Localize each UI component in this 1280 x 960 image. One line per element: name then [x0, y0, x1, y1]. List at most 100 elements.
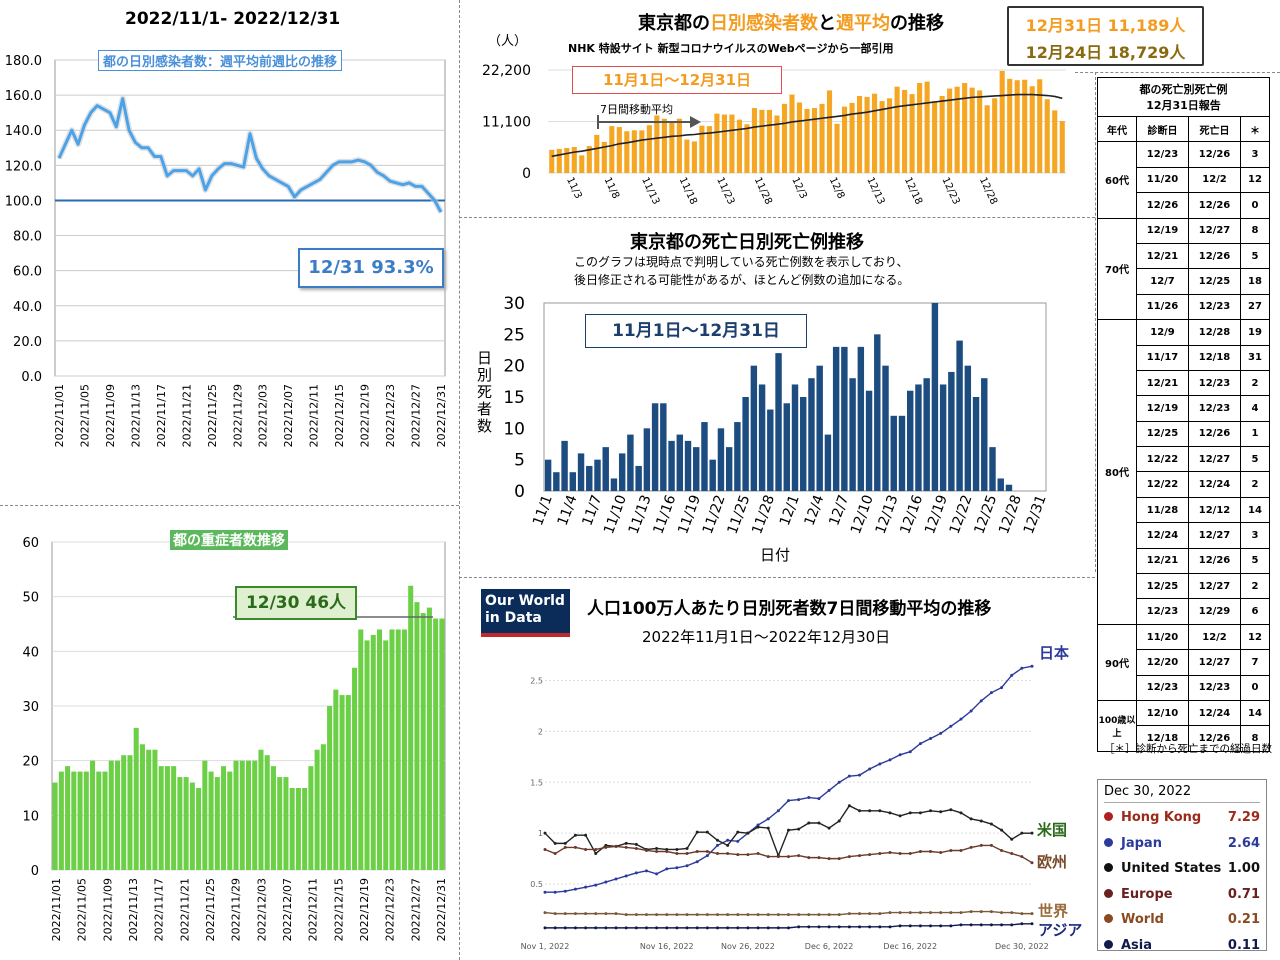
- severe-bar: [401, 629, 407, 870]
- table-row: 12/24 12/27 3: [1098, 522, 1270, 549]
- elapsed-days-cell: 12: [1240, 166, 1270, 194]
- infection-bar: [849, 102, 855, 173]
- table-header-cell: ＊: [1240, 115, 1270, 143]
- infection-bar: [631, 130, 637, 173]
- elapsed-days-cell: 8: [1240, 217, 1270, 244]
- death-date-cell: 12/23: [1188, 369, 1241, 397]
- severe-chart-title: 都の重症者数推移: [170, 530, 288, 550]
- line-shadow: [56, 95, 444, 214]
- series-point: [675, 847, 679, 851]
- y-tick-label: 20: [22, 755, 39, 770]
- series-point: [614, 844, 618, 848]
- infection-bar: [571, 147, 577, 173]
- x-tick-label: 2022/12/15: [333, 384, 346, 447]
- age-group-cell: 80代: [1097, 319, 1137, 625]
- x-tick-label: Dec 30, 2022: [995, 942, 1049, 951]
- title-part-3: と: [818, 13, 836, 34]
- x-tick-label: 2022/11/25: [206, 384, 219, 447]
- death-date-cell: 12/27: [1188, 522, 1241, 549]
- table-row: 12/7 12/25 18: [1098, 268, 1270, 295]
- series-point: [989, 843, 993, 847]
- severe-bar: [370, 634, 376, 870]
- death-bar: [824, 434, 832, 491]
- series-point: [888, 851, 892, 855]
- series-point: [695, 913, 699, 917]
- infection-bar: [969, 87, 975, 173]
- death-bar: [693, 447, 700, 491]
- legend-dot-icon: [1104, 837, 1113, 847]
- infection-bar: [834, 123, 840, 173]
- x-tick-label: 12/31: [1021, 493, 1050, 536]
- diagnosis-date-cell: 12/25: [1136, 573, 1189, 600]
- series-point: [634, 842, 638, 846]
- y-tick-label: 30: [503, 294, 525, 314]
- diagnosis-date-cell: 12/22: [1136, 446, 1189, 473]
- x-tick-label: 11/1: [530, 493, 556, 528]
- infection-bar: [1029, 86, 1035, 173]
- table-title: 都の死亡別死亡例 12月31日報告: [1097, 77, 1270, 117]
- severe-bar: [433, 618, 439, 870]
- death-bar: [956, 340, 963, 491]
- legend-value: 0.11: [1227, 937, 1260, 953]
- diagnosis-date-cell: 12/19: [1136, 395, 1189, 422]
- table-row: 12/25 12/27 2: [1098, 573, 1270, 600]
- series-point: [573, 926, 577, 930]
- series-point: [827, 857, 831, 861]
- death-date-cell: 12/27: [1188, 446, 1241, 473]
- moving-average-line: [551, 93, 1063, 158]
- x-tick-label: 2022/12/19: [359, 384, 372, 447]
- series-point: [939, 810, 943, 814]
- y-tick-label: 22,200: [482, 63, 531, 79]
- series-point: [614, 926, 618, 930]
- legend-label: Hong Kong: [1121, 810, 1202, 826]
- death-bar: [635, 465, 642, 491]
- series-point: [594, 847, 598, 851]
- ma-label: 7日間移動平均: [600, 102, 673, 116]
- x-tick-label: Nov 16, 2022: [640, 942, 694, 951]
- divider-right-h: [1075, 72, 1280, 73]
- elapsed-days-cell: 0: [1240, 674, 1270, 701]
- series-point: [543, 890, 547, 894]
- series-point: [979, 819, 983, 823]
- death-date-cell: 12/18: [1188, 344, 1241, 371]
- elapsed-days-cell: 4: [1240, 395, 1270, 422]
- infection-bar: [654, 115, 660, 173]
- label-japan: 日本: [1039, 645, 1069, 662]
- death-bar: [594, 459, 601, 491]
- infection-bar: [962, 82, 968, 173]
- series-point: [624, 874, 628, 878]
- death-date-cell: 12/27: [1188, 573, 1241, 600]
- series-point: [1000, 848, 1004, 852]
- series-point: [584, 885, 588, 889]
- severe-bar: [258, 749, 264, 870]
- infection-bar: [796, 102, 803, 173]
- series-point: [787, 926, 790, 930]
- legend-dot-icon: [1104, 914, 1113, 924]
- legend-item: Asia 0.11: [1104, 933, 1260, 959]
- infection-bar: [781, 103, 788, 173]
- series-point: [736, 926, 740, 930]
- infection-bar: [676, 118, 682, 173]
- table-title-line-2: 12月31日報告: [1146, 99, 1221, 112]
- table-row: 12/18 12/26 8: [1098, 725, 1270, 752]
- death-bar: [627, 434, 634, 491]
- series-point: [614, 877, 618, 881]
- y-tick-label: 50: [22, 591, 39, 606]
- x-tick-label: 11/8: [602, 176, 621, 201]
- owid-logo: Our World in Data: [481, 589, 570, 637]
- series-point: [655, 913, 659, 917]
- summary-line-2: 12月24日 18,729人: [1025, 43, 1186, 62]
- x-tick-label: Dec 16, 2022: [883, 942, 937, 951]
- death-bar: [767, 409, 774, 491]
- x-tick-label: 12/23: [939, 176, 961, 207]
- series-point: [736, 853, 740, 857]
- infection-bar: [594, 134, 600, 173]
- legend-name: Asia: [1104, 938, 1152, 953]
- elapsed-days-cell: 6: [1240, 598, 1270, 625]
- legend-item: Europe 0.71: [1104, 882, 1260, 908]
- series-point: [705, 850, 709, 854]
- death-date-cell: 12/26: [1188, 547, 1241, 575]
- table-row: 60代 12/23 12/26 3: [1097, 141, 1270, 219]
- series-point: [1010, 673, 1014, 677]
- series-point: [715, 843, 719, 847]
